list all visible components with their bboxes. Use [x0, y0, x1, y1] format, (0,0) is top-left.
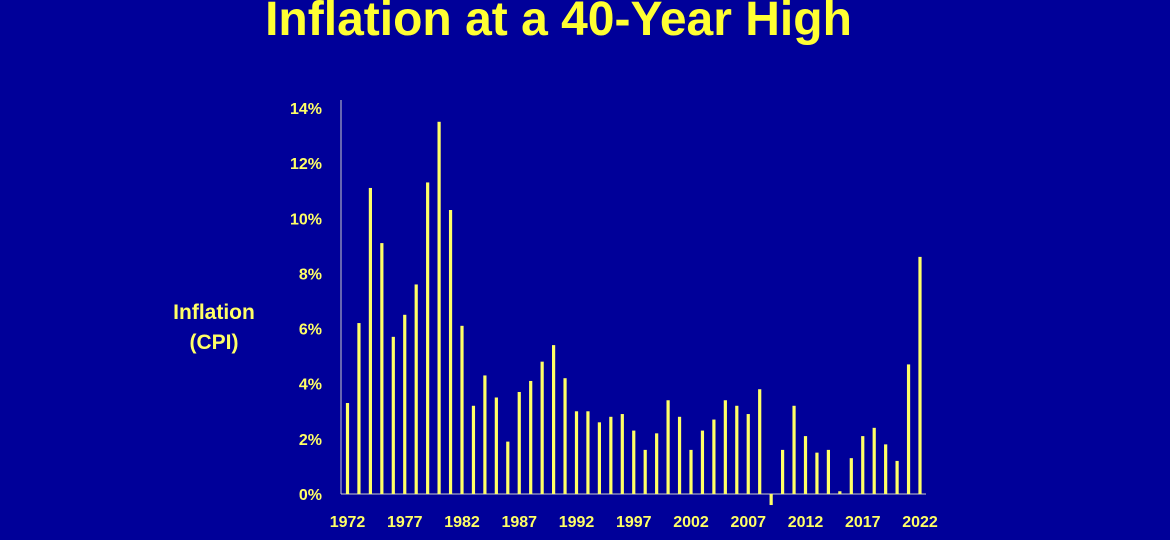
bar-1996 [620, 414, 624, 494]
bar-1987 [517, 391, 521, 494]
bar-1985 [494, 397, 498, 494]
bar-1994 [597, 422, 601, 494]
bar-1973 [357, 323, 361, 494]
bar-2018 [872, 427, 876, 494]
bar-2017 [861, 436, 865, 494]
bar-2007 [746, 414, 750, 494]
bar-2003 [700, 430, 705, 494]
bar-2001 [677, 416, 682, 494]
bar-1991 [563, 378, 567, 494]
bar-1976 [391, 336, 395, 494]
bar-2010 [781, 449, 785, 494]
bar-1998 [643, 449, 647, 494]
x-tick-label: 1987 [501, 514, 537, 531]
y-axis-label-line-1: Inflation [173, 301, 255, 324]
x-tick-label: 2002 [673, 514, 709, 531]
x-tick-label: 1997 [616, 514, 652, 531]
y-axis-label-line-2: (CPI) [189, 331, 239, 354]
bar-1981 [448, 210, 453, 494]
bar-2006 [735, 405, 739, 494]
bar-1974 [368, 187, 372, 494]
bar-2008 [758, 389, 762, 494]
bar-1979 [426, 182, 430, 494]
bar-2012 [803, 436, 808, 494]
bar-1989 [540, 361, 544, 494]
bar-2002 [689, 449, 693, 494]
bar-1993 [586, 411, 590, 494]
x-tick-label: 2017 [845, 514, 881, 531]
x-tick-label: 1992 [559, 514, 595, 531]
bar-2005 [723, 400, 727, 494]
bar-2019 [884, 444, 888, 494]
y-tick-label: 8% [299, 266, 322, 283]
bar-2016 [849, 458, 853, 494]
bar-1997 [632, 430, 636, 494]
bar-2004 [712, 419, 716, 494]
y-tick-label: 0% [299, 487, 322, 504]
bar-2000 [666, 400, 670, 494]
bar-2011 [792, 405, 796, 494]
y-tick-label: 6% [299, 322, 322, 339]
bar-2013 [815, 452, 819, 494]
x-tick-label: 1972 [330, 514, 366, 531]
bar-2014 [826, 449, 830, 494]
bar-1972 [345, 403, 350, 494]
bar-1995 [609, 416, 613, 494]
slide-title: Inflation at a 40-Year High [265, 0, 852, 46]
bar-2020 [895, 460, 899, 494]
y-axis-label: Inflation (CPI) [162, 298, 266, 358]
bar-1977 [403, 314, 407, 494]
bar-1992 [574, 411, 579, 494]
bar-2009 [769, 494, 773, 506]
bar-2021 [906, 364, 911, 494]
bar-2015 [838, 491, 842, 494]
x-tick-label: 1977 [387, 514, 423, 531]
y-tick-label: 10% [290, 211, 322, 228]
bar-1982 [460, 325, 464, 494]
bar-1983 [471, 405, 476, 494]
bar-1984 [483, 375, 487, 494]
y-tick-label: 2% [299, 432, 322, 449]
x-tick-label: 2007 [730, 514, 766, 531]
bar-1988 [529, 380, 533, 494]
bar-1975 [380, 243, 384, 494]
bar-1980 [437, 121, 441, 495]
y-tick-label: 14% [290, 101, 322, 118]
x-tick-label: 2012 [788, 514, 824, 531]
bar-1999 [655, 433, 659, 494]
bar-2022 [918, 256, 922, 494]
bar-1990 [552, 345, 556, 494]
y-tick-label: 12% [290, 156, 322, 173]
y-tick-label: 4% [299, 377, 322, 394]
bar-1986 [506, 441, 510, 494]
x-tick-label: 1982 [444, 514, 480, 531]
bar-1978 [414, 284, 418, 494]
x-tick-label: 2022 [902, 514, 938, 531]
